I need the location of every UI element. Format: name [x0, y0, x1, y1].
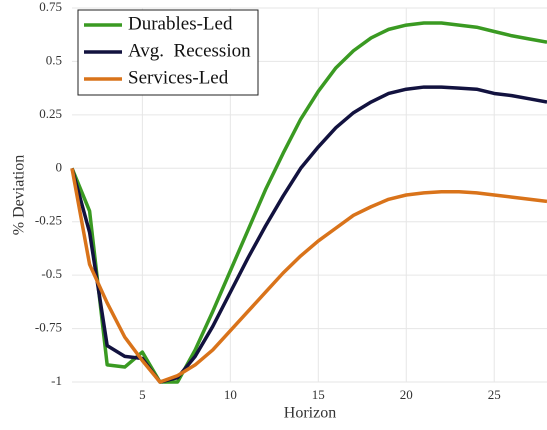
y-tick-label: 0.5	[46, 52, 62, 67]
data-line	[70, 85, 547, 384]
y-tick-label: 0.75	[39, 0, 62, 14]
y-tick-label: -1	[51, 373, 62, 388]
x-tick-label: 25	[488, 387, 501, 402]
x-tick-label: 10	[224, 387, 237, 402]
y-tick-label: 0	[56, 159, 63, 174]
x-tick-label: 20	[400, 387, 413, 402]
y-tick-label: -0.5	[41, 266, 62, 281]
x-axis-label: Horizon	[284, 405, 336, 422]
y-tick-label: 0.25	[39, 106, 62, 121]
data-line	[70, 21, 547, 384]
legend-label: Avg. Recession	[128, 40, 251, 61]
data-line	[70, 167, 547, 384]
y-axis-label: % Deviation	[11, 155, 28, 235]
x-tick-label: 15	[312, 387, 325, 402]
x-tick-label: 5	[139, 387, 146, 402]
y-tick-label: -0.75	[35, 320, 62, 335]
legend: Durables-Led Avg. Recession Services-Led	[77, 9, 259, 96]
legend-label: Services-Led	[128, 67, 229, 88]
legend-label: Durables-Led	[128, 13, 233, 34]
y-tick-label: -0.25	[35, 213, 62, 228]
